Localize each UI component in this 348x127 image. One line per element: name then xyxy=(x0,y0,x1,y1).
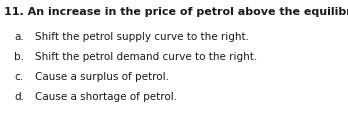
Text: 11. An increase in the price of petrol above the equilibrium will...: 11. An increase in the price of petrol a… xyxy=(4,7,348,17)
Text: Cause a surplus of petrol.: Cause a surplus of petrol. xyxy=(35,72,169,82)
Text: b.: b. xyxy=(14,52,24,62)
Text: Shift the petrol supply curve to the right.: Shift the petrol supply curve to the rig… xyxy=(35,32,249,42)
Text: c.: c. xyxy=(14,72,23,82)
Text: a.: a. xyxy=(14,32,24,42)
Text: Cause a shortage of petrol.: Cause a shortage of petrol. xyxy=(35,92,177,102)
Text: d.: d. xyxy=(14,92,24,102)
Text: Shift the petrol demand curve to the right.: Shift the petrol demand curve to the rig… xyxy=(35,52,257,62)
